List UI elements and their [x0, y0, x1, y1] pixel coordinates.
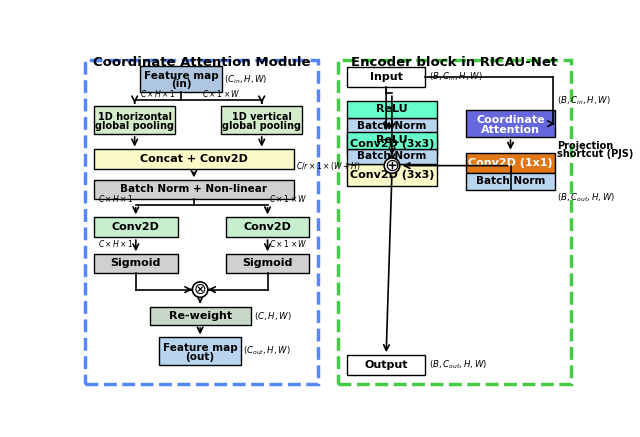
- Text: 1D horizontal: 1D horizontal: [98, 112, 172, 122]
- Text: $C/r\times 1\times (W+H)$: $C/r\times 1\times (W+H)$: [296, 160, 361, 172]
- Text: Batch Norm: Batch Norm: [357, 121, 427, 131]
- FancyBboxPatch shape: [221, 106, 303, 134]
- Text: $(B,C_{out},H,W)$: $(B,C_{out},H,W)$: [557, 191, 616, 204]
- FancyBboxPatch shape: [348, 133, 436, 155]
- Text: Batch Norm: Batch Norm: [357, 151, 427, 161]
- FancyBboxPatch shape: [94, 149, 294, 170]
- Text: Attention: Attention: [481, 125, 540, 135]
- FancyBboxPatch shape: [348, 118, 436, 133]
- Text: Input: Input: [370, 72, 403, 82]
- FancyBboxPatch shape: [348, 132, 436, 149]
- Text: 1D vertical: 1D vertical: [232, 112, 292, 122]
- Text: $\oplus$: $\oplus$: [384, 156, 399, 175]
- Text: $C\times 1\times W$: $C\times 1\times W$: [202, 88, 241, 99]
- Text: Encoder block in RICAU-Net: Encoder block in RICAU-Net: [351, 56, 557, 69]
- Text: Conv2D: Conv2D: [112, 222, 160, 232]
- Text: Sigmoid: Sigmoid: [111, 258, 161, 268]
- Circle shape: [193, 282, 208, 297]
- Text: $C\times H\times 1$: $C\times H\times 1$: [140, 88, 176, 99]
- FancyBboxPatch shape: [94, 106, 175, 134]
- FancyBboxPatch shape: [348, 164, 436, 186]
- Text: $C\times H\times 1$: $C\times H\times 1$: [99, 193, 134, 204]
- FancyBboxPatch shape: [159, 337, 241, 365]
- Text: ReLU: ReLU: [376, 135, 408, 145]
- Text: Coordinate Attention Module: Coordinate Attention Module: [93, 56, 310, 69]
- FancyBboxPatch shape: [466, 173, 555, 190]
- FancyBboxPatch shape: [348, 149, 436, 164]
- Text: Conv2D (3x3): Conv2D (3x3): [349, 170, 434, 180]
- Text: $C\times 1\times W$: $C\times 1\times W$: [269, 193, 308, 204]
- FancyBboxPatch shape: [150, 306, 250, 325]
- FancyBboxPatch shape: [94, 180, 294, 199]
- FancyBboxPatch shape: [226, 217, 309, 237]
- Text: global pooling: global pooling: [222, 121, 301, 131]
- Text: $C\times 1\times W$: $C\times 1\times W$: [269, 238, 308, 249]
- Text: Batch Norm + Non-linear: Batch Norm + Non-linear: [120, 184, 268, 194]
- Text: Feature map: Feature map: [144, 70, 218, 80]
- Text: $(C_{in},H,W)$: $(C_{in},H,W)$: [224, 73, 268, 86]
- Text: Conv2D (3x3): Conv2D (3x3): [349, 139, 434, 149]
- FancyBboxPatch shape: [466, 110, 555, 137]
- FancyBboxPatch shape: [94, 217, 178, 237]
- FancyBboxPatch shape: [348, 355, 425, 375]
- Text: ReLU: ReLU: [376, 104, 408, 114]
- Text: Output: Output: [364, 360, 408, 370]
- Text: (in): (in): [171, 79, 191, 89]
- FancyBboxPatch shape: [94, 254, 178, 273]
- Text: (out): (out): [186, 352, 214, 362]
- Text: $\otimes$: $\otimes$: [193, 282, 207, 297]
- Text: $(B,C_{out},H,W)$: $(B,C_{out},H,W)$: [429, 359, 487, 371]
- Text: Feature map: Feature map: [163, 343, 237, 353]
- Text: $(C_{out},H,W)$: $(C_{out},H,W)$: [243, 345, 291, 357]
- FancyBboxPatch shape: [348, 101, 436, 118]
- FancyBboxPatch shape: [226, 254, 309, 273]
- Text: Batch Norm: Batch Norm: [476, 176, 545, 186]
- FancyBboxPatch shape: [140, 66, 222, 93]
- Text: Re-weight: Re-weight: [168, 311, 232, 321]
- Text: Coordinate: Coordinate: [476, 115, 545, 125]
- Text: $(C,H,W)$: $(C,H,W)$: [253, 310, 291, 322]
- FancyBboxPatch shape: [466, 153, 555, 173]
- Text: $(B,C_{in},H,W)$: $(B,C_{in},H,W)$: [429, 71, 483, 83]
- Text: shortcut (PJS): shortcut (PJS): [557, 149, 634, 160]
- Text: global pooling: global pooling: [95, 121, 174, 131]
- Text: Conv2D (1x1): Conv2D (1x1): [468, 158, 553, 167]
- Text: Sigmoid: Sigmoid: [243, 258, 292, 268]
- Text: $(B,C_{in},H,W)$: $(B,C_{in},H,W)$: [557, 95, 611, 107]
- FancyBboxPatch shape: [348, 67, 425, 87]
- Text: $C\times H\times 1$: $C\times H\times 1$: [99, 238, 134, 249]
- Circle shape: [384, 158, 400, 173]
- Text: Concat + Conv2D: Concat + Conv2D: [140, 154, 248, 164]
- Text: Conv2D: Conv2D: [244, 222, 291, 232]
- Text: Projection: Projection: [557, 141, 614, 151]
